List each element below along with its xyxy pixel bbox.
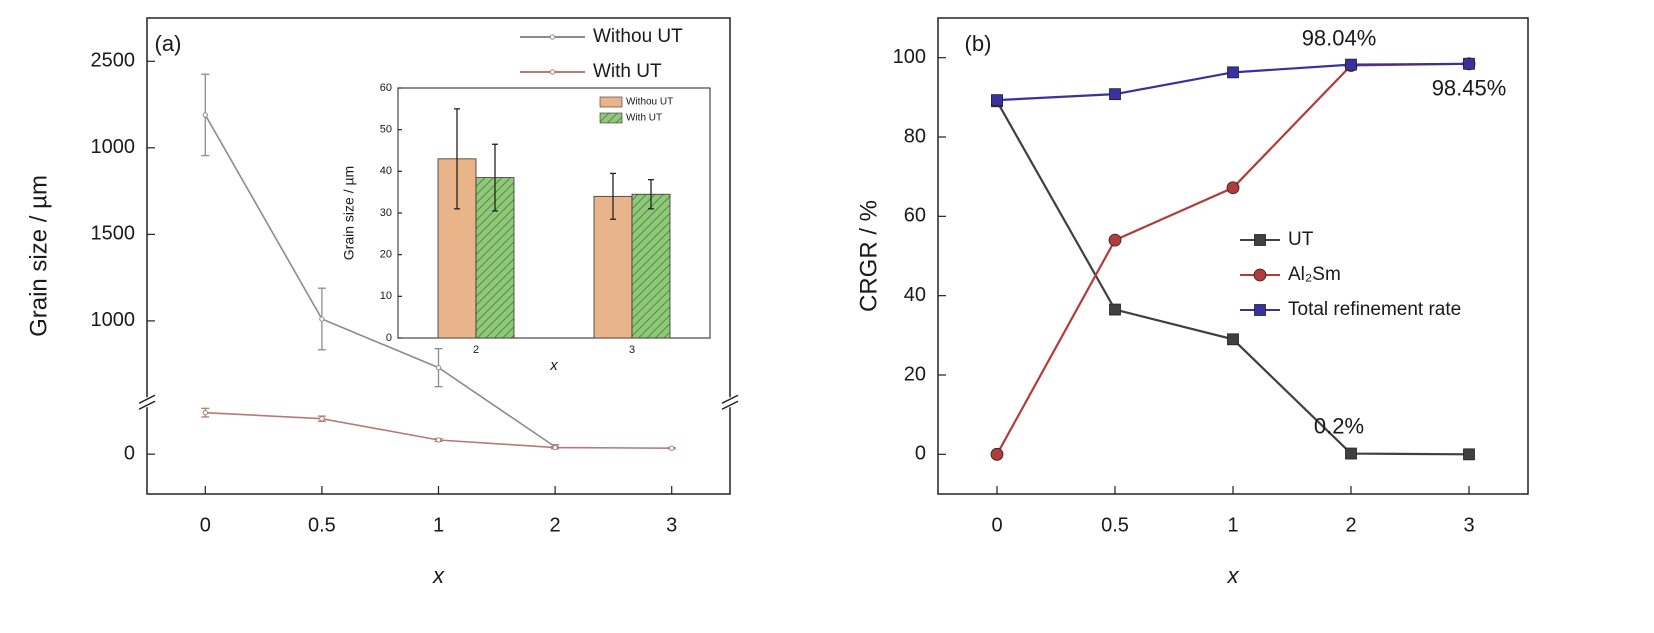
marker bbox=[1345, 447, 1357, 460]
marker bbox=[1463, 57, 1475, 70]
x-tick-label: 3 bbox=[1463, 514, 1474, 536]
legend-marker bbox=[549, 69, 556, 75]
x-tick-label: 0 bbox=[200, 514, 211, 536]
axis-break-mark bbox=[721, 400, 739, 410]
y-tick-label: 80 bbox=[904, 125, 926, 147]
marker bbox=[1463, 448, 1475, 461]
x-tick-label: 2 bbox=[550, 514, 561, 536]
x-axis-label: x bbox=[432, 563, 445, 588]
legend-swatch bbox=[599, 112, 623, 124]
marker bbox=[1227, 333, 1239, 346]
x-tick-label: 2 bbox=[473, 344, 479, 356]
data-label: 98.45% bbox=[1432, 76, 1507, 101]
x-tick-label: 3 bbox=[629, 344, 635, 356]
data-label: 98.04% bbox=[1302, 25, 1377, 50]
marker bbox=[1227, 66, 1239, 79]
panel-label: (b) bbox=[965, 31, 992, 56]
legend-label: Withou UT bbox=[593, 26, 683, 47]
legend-label: Al₂Sm bbox=[1288, 264, 1341, 285]
legend-label: Total refinement rate bbox=[1288, 299, 1461, 320]
legend-label: UT bbox=[1288, 229, 1314, 250]
x-axis-label: x bbox=[549, 357, 558, 374]
x-tick-label: 1 bbox=[433, 514, 444, 536]
marker bbox=[991, 94, 1003, 107]
x-tick-label: 1 bbox=[1227, 514, 1238, 536]
legend-label: With UT bbox=[593, 61, 662, 82]
marker bbox=[990, 447, 1004, 461]
axis-break-gap bbox=[141, 397, 153, 408]
y-axis-label: CRGR / % bbox=[855, 200, 882, 312]
y-tick-label: 40 bbox=[380, 165, 392, 177]
legend-label: With UT bbox=[626, 113, 662, 124]
y-axis-label: Grain size / µm bbox=[25, 175, 52, 337]
y-tick-label: 2500 bbox=[91, 50, 136, 72]
legend-marker bbox=[1254, 304, 1266, 316]
legend-marker bbox=[1253, 268, 1267, 282]
y-tick-label: 0 bbox=[915, 443, 926, 465]
marker bbox=[552, 444, 558, 451]
x-tick-label: 0.5 bbox=[308, 514, 336, 536]
y-tick-label: 10 bbox=[380, 290, 392, 302]
y-tick-label: 1000 bbox=[91, 309, 136, 331]
y-tick-label: 0 bbox=[386, 332, 392, 344]
marker bbox=[1226, 181, 1240, 195]
series-line bbox=[204, 114, 556, 448]
marker bbox=[202, 112, 209, 118]
marker bbox=[202, 409, 209, 416]
marker bbox=[1109, 88, 1121, 101]
y-tick-label: 50 bbox=[380, 124, 392, 136]
bar bbox=[593, 195, 633, 339]
legend-marker bbox=[549, 34, 556, 40]
x-tick-label: 0 bbox=[991, 514, 1002, 536]
marker bbox=[435, 437, 442, 443]
y-tick-label: 20 bbox=[904, 363, 926, 385]
panel-label: (a) bbox=[155, 31, 182, 56]
x-axis-label: x bbox=[1227, 563, 1240, 588]
marker bbox=[1109, 303, 1121, 316]
marker bbox=[1108, 233, 1122, 247]
axis-break-mark bbox=[721, 394, 739, 404]
marker bbox=[319, 316, 325, 322]
x-tick-label: 2 bbox=[1345, 514, 1356, 536]
y-tick-label: 1500 bbox=[91, 223, 136, 245]
legend-swatch bbox=[599, 96, 623, 108]
bar bbox=[631, 193, 671, 339]
y-tick-label: 0 bbox=[124, 442, 135, 464]
y-tick-label: 60 bbox=[904, 205, 926, 227]
x-tick-label: 0.5 bbox=[1101, 514, 1129, 536]
marker bbox=[435, 364, 442, 371]
y-tick-label: 40 bbox=[904, 284, 926, 306]
legend-marker bbox=[1254, 234, 1266, 246]
y-tick-label: 1000 bbox=[91, 136, 136, 158]
y-tick-label: 20 bbox=[380, 249, 392, 261]
marker bbox=[1345, 58, 1357, 71]
y-tick-label: 60 bbox=[380, 82, 392, 94]
axis-break-mark bbox=[138, 394, 156, 404]
y-axis-label: Grain size / µm bbox=[341, 166, 357, 260]
y-tick-label: 100 bbox=[893, 46, 926, 68]
data-label: 0.2% bbox=[1314, 413, 1364, 438]
legend-label: Withou UT bbox=[626, 97, 673, 108]
marker bbox=[319, 416, 325, 422]
axis-break-mark bbox=[138, 400, 156, 410]
marker bbox=[669, 445, 675, 451]
axis-break-gap bbox=[724, 397, 736, 408]
y-tick-label: 30 bbox=[380, 207, 392, 219]
x-tick-label: 3 bbox=[666, 514, 677, 536]
